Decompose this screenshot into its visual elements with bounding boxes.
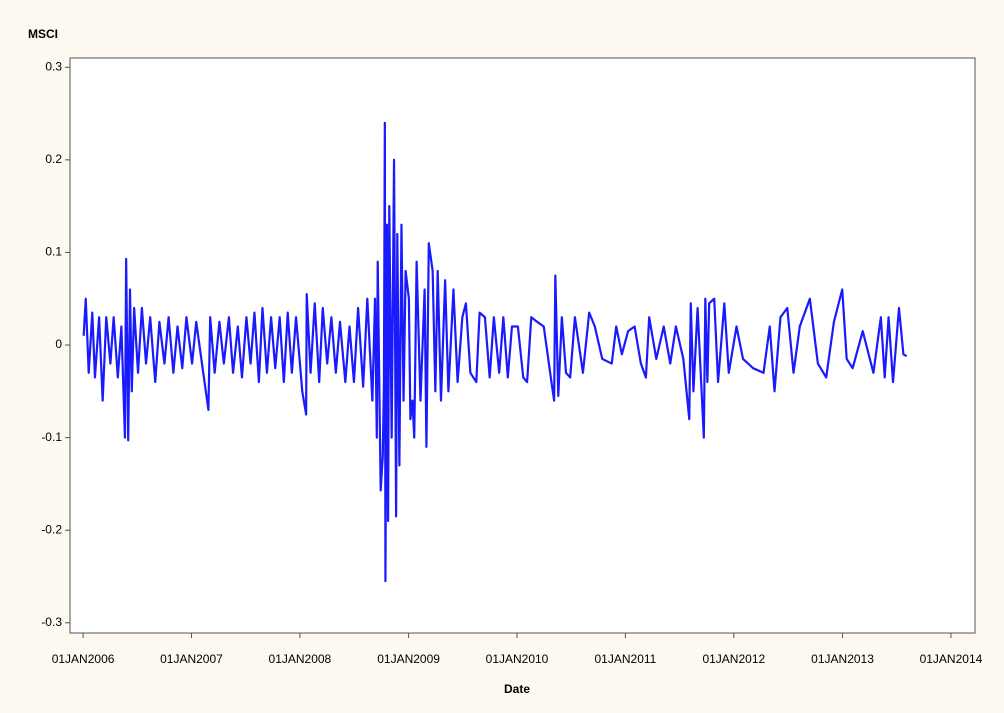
- y-tick-label: -0.3: [41, 615, 62, 629]
- y-axis-title: MSCI: [28, 27, 58, 41]
- x-tick-label: 01JAN2007: [160, 652, 223, 666]
- series-line: [82, 121, 908, 583]
- x-tick-label: 01JAN2014: [920, 652, 983, 666]
- x-tick-label: 01JAN2009: [377, 652, 440, 666]
- y-tick-label: 0.1: [45, 245, 62, 259]
- x-tick-label: 01JAN2013: [811, 652, 874, 666]
- x-axis-title: Date: [504, 682, 530, 696]
- y-tick-label: -0.1: [41, 430, 62, 444]
- plot-area: [69, 57, 976, 634]
- y-tick-label: -0.2: [41, 522, 62, 536]
- x-tick-label: 01JAN2008: [269, 652, 332, 666]
- y-tick-label: 0.3: [45, 59, 62, 73]
- y-tick-label: 0.2: [45, 152, 62, 166]
- x-tick-label: 01JAN2012: [702, 652, 765, 666]
- x-tick-label: 01JAN2011: [595, 652, 657, 666]
- x-tick-label: 01JAN2006: [52, 652, 115, 666]
- y-tick-label: 0: [55, 337, 62, 351]
- x-tick-label: 01JAN2010: [486, 652, 549, 666]
